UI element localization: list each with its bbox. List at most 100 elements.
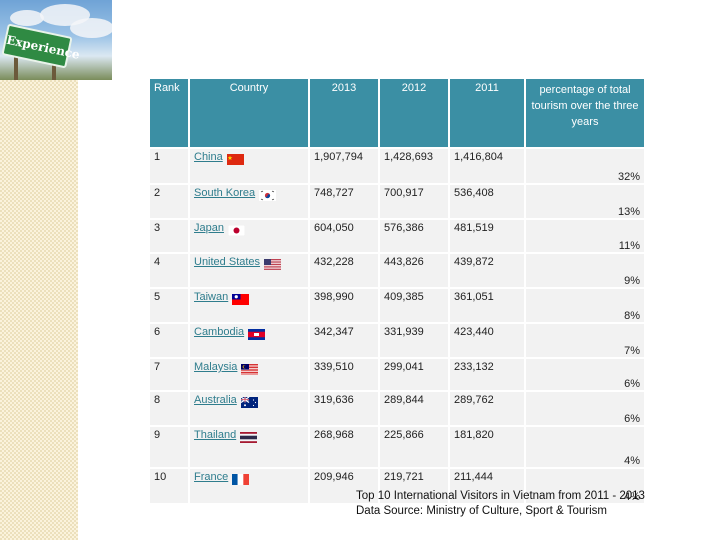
- value-2012: 700,917: [384, 187, 424, 199]
- value-2013: 432,228: [314, 256, 354, 268]
- country-link[interactable]: Thailand: [194, 429, 237, 441]
- country-link[interactable]: United States: [194, 256, 261, 268]
- table-row: 7 Malaysia 339,510 299,041 233,132 6%: [150, 359, 644, 390]
- country-cell: France: [190, 469, 308, 503]
- value-2011-cell: 181,820: [450, 427, 524, 467]
- percentage-value: 6%: [624, 413, 640, 425]
- value-2011: 361,051: [454, 291, 494, 303]
- country-link[interactable]: France: [194, 471, 229, 483]
- table-row: 3 Japan 604,050 576,386 481,519 11%: [150, 220, 644, 252]
- table-row: 5 Taiwan 398,990 409,385 361,051 8%: [150, 289, 644, 322]
- rank-cell: 4: [150, 254, 188, 287]
- percentage-value: 13%: [617, 206, 640, 218]
- table-row: 1 China 1,907,794 1,428,693 1,416,804 32%: [150, 149, 644, 183]
- value-2011-cell: 361,051: [450, 289, 524, 322]
- rank-value: 3: [154, 222, 161, 234]
- country-link[interactable]: China: [194, 151, 223, 163]
- value-2011-cell: 481,519: [450, 220, 524, 252]
- france-flag-icon: [232, 473, 250, 485]
- percentage-cell: 13%: [526, 185, 644, 218]
- caption-title: Top 10 International Visitors in Vietnam…: [356, 490, 645, 502]
- table-row: 2 South Korea 748,727 700,917 536,408 13%: [150, 185, 644, 218]
- value-2013: 748,727: [314, 187, 354, 199]
- value-2012: 409,385: [384, 291, 424, 303]
- south-korea-flag-icon: [259, 189, 277, 201]
- value-2011-cell: 233,132: [450, 359, 524, 390]
- decorative-pattern-strip: [0, 0, 78, 540]
- percentage-value: 11%: [618, 240, 640, 252]
- caption-source: Data Source: Ministry of Culture, Sport …: [356, 505, 607, 517]
- value-2011: 1,416,804: [454, 151, 503, 163]
- rank-cell: 9: [150, 427, 188, 467]
- table-row: 10 France 209,946 219,721 211,444 4%: [150, 469, 644, 503]
- percentage-value: 6%: [624, 378, 640, 390]
- country-cell: Japan: [190, 220, 308, 252]
- country-link[interactable]: Cambodia: [194, 326, 245, 338]
- value-2012: 443,826: [384, 256, 424, 268]
- visitors-table: Rank Country 2013 2012 2011 percentage o…: [148, 77, 646, 505]
- country-link[interactable]: Malaysia: [194, 361, 238, 373]
- value-2012-cell: 443,826: [380, 254, 448, 287]
- thailand-flag-icon: [240, 431, 258, 443]
- value-2013: 268,968: [314, 429, 354, 441]
- value-2013-cell: 268,968: [310, 427, 378, 467]
- country-link[interactable]: Taiwan: [194, 291, 229, 303]
- country-cell: China: [190, 149, 308, 183]
- country-cell: United States: [190, 254, 308, 287]
- country-link[interactable]: Japan: [194, 222, 224, 234]
- country-cell: Taiwan: [190, 289, 308, 322]
- table-row: 6 Cambodia 342,347 331,939 423,440 7%: [150, 324, 644, 357]
- rank-cell: 2: [150, 185, 188, 218]
- value-2013: 1,907,794: [314, 151, 363, 163]
- percentage-cell: 6%: [526, 359, 644, 390]
- value-2013: 209,946: [314, 471, 354, 483]
- value-2012: 1,428,693: [384, 151, 433, 163]
- value-2013-cell: 339,510: [310, 359, 378, 390]
- value-2013: 342,347: [314, 326, 354, 338]
- header-rank: Rank: [150, 79, 188, 147]
- table-row: 8 Australia 319,636 289,844 289,762 6%: [150, 392, 644, 425]
- rank-cell: 7: [150, 359, 188, 390]
- usa-flag-icon: [264, 258, 282, 270]
- japan-flag-icon: [227, 224, 246, 236]
- value-2011: 181,820: [454, 429, 494, 441]
- value-2011: 211,444: [454, 471, 493, 483]
- value-2011-cell: 536,408: [450, 185, 524, 218]
- value-2013-cell: 1,907,794: [310, 149, 378, 183]
- rank-value: 6: [154, 326, 161, 338]
- header-country: Country: [190, 79, 308, 147]
- china-flag-icon: [226, 153, 244, 165]
- percentage-value: 7%: [624, 345, 640, 357]
- header-2011: 2011: [450, 79, 524, 147]
- country-cell: Malaysia: [190, 359, 308, 390]
- value-2012-cell: 331,939: [380, 324, 448, 357]
- percentage-value: 4%: [624, 491, 640, 503]
- percentage-cell: 4%: [526, 427, 644, 467]
- value-2013-cell: 432,228: [310, 254, 378, 287]
- value-2012-cell: 700,917: [380, 185, 448, 218]
- value-2012-cell: 409,385: [380, 289, 448, 322]
- cambodia-flag-icon: [248, 328, 266, 340]
- value-2012: 299,041: [384, 361, 424, 373]
- header-2013: 2013: [310, 79, 378, 147]
- percentage-cell: 11%: [526, 220, 644, 252]
- value-2011: 233,132: [454, 361, 494, 373]
- value-2013: 398,990: [314, 291, 354, 303]
- value-2012-cell: 576,386: [380, 220, 448, 252]
- rank-value: 8: [154, 394, 161, 406]
- rank-cell: 10: [150, 469, 188, 503]
- rank-value: 10: [154, 471, 167, 483]
- percentage-cell: 6%: [526, 392, 644, 425]
- country-link[interactable]: Australia: [194, 394, 237, 406]
- table-row: 9 Thailand 268,968 225,866 181,820 4%: [150, 427, 644, 467]
- table-caption: Top 10 International Visitors in Vietnam…: [356, 489, 645, 519]
- value-2013-cell: 398,990: [310, 289, 378, 322]
- value-2012: 225,866: [384, 429, 424, 441]
- value-2011-cell: 289,762: [450, 392, 524, 425]
- table-row: 4 United States 432,228 443,826 439,872 9%: [150, 254, 644, 287]
- value-2013: 319,636: [314, 394, 354, 406]
- rank-value: 4: [154, 256, 161, 268]
- percentage-value: 4%: [624, 455, 640, 467]
- value-2011: 289,762: [454, 394, 494, 406]
- country-link[interactable]: South Korea: [194, 187, 256, 199]
